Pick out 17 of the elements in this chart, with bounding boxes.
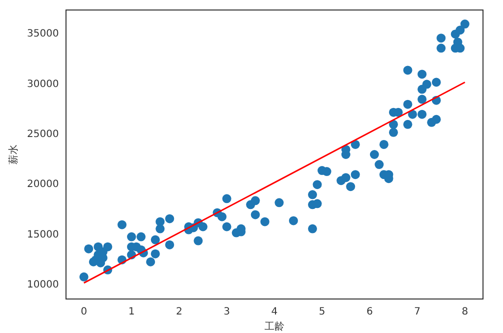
y-tick-label: 30000 (27, 78, 59, 90)
x-tick-label: 1 (128, 306, 135, 318)
x-tick-label: 5 (318, 306, 326, 318)
x-tick-label: 8 (462, 306, 468, 318)
y-tick-label: 25000 (27, 129, 59, 140)
x-axis-title: 工龄 (264, 320, 284, 333)
x-tick-label: 0 (80, 306, 88, 318)
y-tick-label: 15000 (27, 229, 59, 240)
x-tick-label: 7 (414, 306, 420, 318)
y-tick-label: 10000 (27, 280, 59, 291)
y-axis-title: 薪水 (8, 144, 20, 164)
x-tick-label: 2 (176, 306, 182, 318)
y-tick-label: 20000 (27, 179, 59, 190)
x-tick-label: 4 (271, 306, 278, 318)
x-tick-label: 6 (366, 306, 373, 318)
x-tick-label: 3 (224, 306, 230, 318)
y-tick-label: 35000 (27, 28, 59, 40)
